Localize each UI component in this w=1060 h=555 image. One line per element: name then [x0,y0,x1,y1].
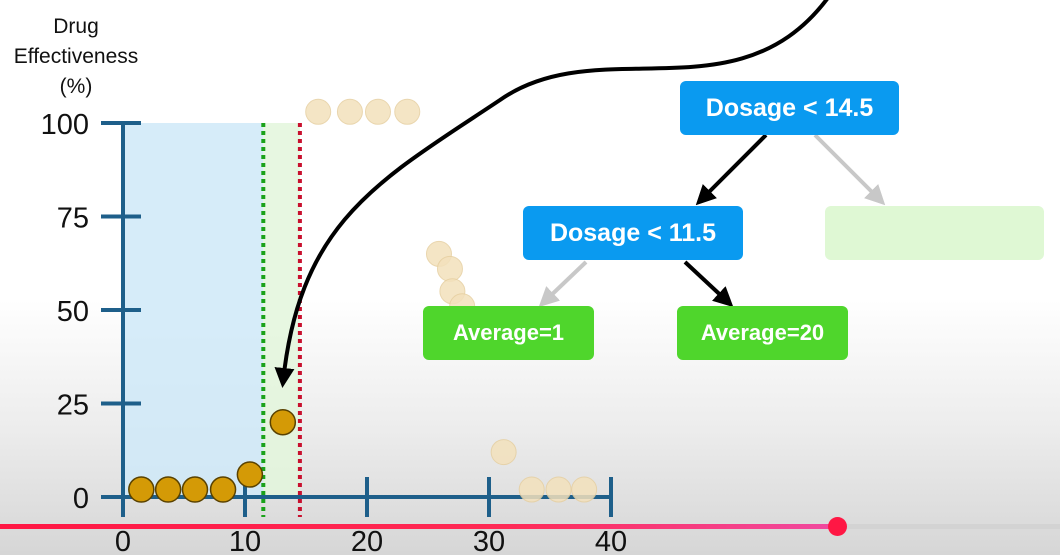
x-tick-label-20: 20 [351,526,383,555]
faded-point [490,439,517,466]
y-axis-label-line-3: (%) [59,75,93,98]
y-axis-label-line-1: Drug [53,15,99,38]
faded-point [394,98,421,125]
edge-left-to-leaf-left [538,260,588,308]
region-0 [123,123,264,497]
data-points [128,98,598,503]
edge-root-to-right [813,133,886,206]
faded-point [545,476,572,503]
y-tick-label-25: 25 [57,390,89,422]
video-progress-bar[interactable] [0,517,1060,536]
y-axis-label: Drug Effectiveness (%) [0,12,152,102]
threshold-lines [261,123,302,517]
x-tick-label-10: 10 [229,526,261,555]
faded-point [336,98,363,125]
curved-arrow [274,0,829,388]
tree-node-root: Dosage < 14.5 [680,81,899,135]
faded-point [364,98,391,125]
tree-node-right-faded [825,206,1044,260]
edge-left-to-leaf-right [683,260,734,308]
y-axis-label-line-2: Effectiveness [13,45,139,68]
faded-point [571,476,598,503]
video-progress-handle[interactable] [828,517,848,536]
y-tick-label-100: 100 [41,109,89,141]
tree-node-left: Dosage < 11.5 [523,206,743,260]
x-tick-label-30: 30 [473,526,505,555]
highlight-point [181,476,209,503]
y-tick-label-75: 75 [57,203,89,235]
region-1 [263,123,300,497]
highlight-point [154,476,182,503]
edge-root-to-left [695,133,768,206]
video-progress-fill [0,524,838,529]
x-tick-label-0: 0 [115,526,131,555]
faded-point [436,255,463,282]
x-tick-label-40: 40 [595,526,627,555]
faded-point [518,476,545,503]
highlight-point [128,476,155,503]
highlight-point [269,408,297,436]
y-tick-label-0: 0 [73,483,89,515]
highlight-point [209,476,237,503]
highlight-point [236,461,264,488]
chart-axes: 0 25 50 75 100 0 10 20 30 40 [41,109,628,555]
y-tick-label-50: 50 [57,296,89,328]
tree-leaf-left: Average=1 [423,306,594,360]
tree-edges [538,133,886,308]
tree-leaf-right: Average=20 [677,306,848,360]
highlight-regions [123,123,300,497]
faded-point [305,98,332,125]
